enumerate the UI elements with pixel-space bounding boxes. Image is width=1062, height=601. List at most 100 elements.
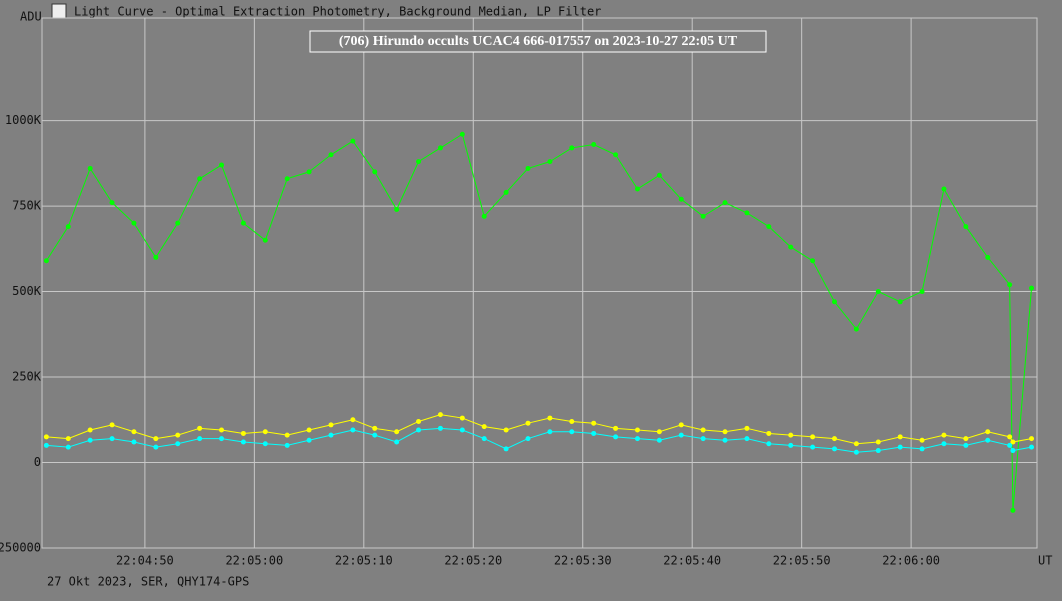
data-point: [481, 424, 487, 430]
data-point: [131, 439, 137, 445]
data-point: [700, 436, 706, 442]
data-point: [350, 417, 356, 423]
data-point: [897, 299, 903, 305]
annotation-box: [309, 30, 767, 53]
data-point: [262, 237, 268, 243]
data-point: [284, 432, 290, 438]
data-point: [109, 436, 115, 442]
x-tick-label: 22:05:20: [444, 554, 502, 568]
data-point: [678, 422, 684, 428]
data-point: [219, 162, 225, 168]
data-point: [831, 446, 837, 452]
data-point: [153, 444, 159, 450]
data-point: [919, 437, 925, 443]
data-point: [1007, 442, 1013, 448]
data-point: [372, 425, 378, 431]
x-tick-label: 22:05:30: [554, 554, 612, 568]
data-point: [613, 425, 619, 431]
data-point: [328, 422, 334, 428]
data-point: [153, 436, 159, 442]
y-tick-label: 1000K: [5, 113, 42, 127]
y-tick-label: 250K: [12, 370, 42, 384]
annotation: (706) Hirundo occults UCAC4 666-017557 o…: [339, 34, 738, 49]
data-point: [262, 441, 268, 447]
x-tick-label: 22:05:50: [773, 554, 831, 568]
data-point: [175, 432, 181, 438]
data-point: [1029, 444, 1035, 450]
data-point: [525, 420, 531, 426]
data-point: [306, 437, 312, 443]
data-point: [853, 441, 859, 447]
data-point: [350, 427, 356, 433]
data-point: [897, 444, 903, 450]
y-axis-label: ADU: [20, 10, 42, 24]
data-point: [744, 425, 750, 431]
data-point: [919, 446, 925, 452]
data-point: [613, 152, 619, 158]
data-point: [481, 436, 487, 442]
data-point: [372, 432, 378, 438]
data-point: [810, 444, 816, 450]
data-point: [437, 412, 443, 418]
data-point: [87, 437, 93, 443]
data-point: [875, 289, 881, 295]
window-icon: [51, 3, 67, 19]
data-point: [569, 429, 575, 435]
chart-title: Light Curve - Optimal Extraction Photome…: [74, 5, 601, 19]
data-point: [744, 436, 750, 442]
data-point: [43, 258, 49, 264]
data-point: [525, 436, 531, 442]
data-point: [569, 145, 575, 151]
data-point: [262, 429, 268, 435]
data-point: [810, 258, 816, 264]
data-point: [1007, 282, 1013, 288]
data-point: [328, 152, 334, 158]
data-point: [240, 439, 246, 445]
data-point: [394, 429, 400, 435]
data-point: [1010, 448, 1016, 454]
data-point: [459, 131, 465, 137]
data-point: [416, 159, 422, 165]
data-point: [503, 189, 509, 195]
data-point: [788, 244, 794, 250]
y-tick-label: -250000: [0, 541, 41, 555]
data-point: [416, 418, 422, 424]
data-point: [656, 172, 662, 178]
data-point: [569, 418, 575, 424]
data-point: [328, 432, 334, 438]
data-point: [875, 439, 881, 445]
data-point: [175, 441, 181, 447]
data-point: [656, 429, 662, 435]
data-point: [197, 176, 203, 182]
data-point: [810, 434, 816, 440]
data-point: [197, 436, 203, 442]
data-point: [65, 436, 71, 442]
x-tick-label: 22:05:40: [663, 554, 721, 568]
data-point: [65, 444, 71, 450]
data-point: [437, 145, 443, 151]
data-point: [131, 220, 137, 226]
data-point: [1007, 434, 1013, 440]
data-point: [219, 436, 225, 442]
data-point: [897, 434, 903, 440]
data-point: [459, 415, 465, 421]
data-point: [613, 434, 619, 440]
data-point: [634, 186, 640, 192]
data-point: [503, 446, 509, 452]
data-point: [766, 224, 772, 230]
data-point: [700, 427, 706, 433]
data-point: [985, 429, 991, 435]
data-point: [766, 441, 772, 447]
data-point: [591, 142, 597, 148]
data-point: [175, 220, 181, 226]
data-point: [394, 206, 400, 212]
data-point: [350, 138, 356, 144]
data-point: [831, 299, 837, 305]
data-point: [525, 165, 531, 171]
data-point: [547, 159, 553, 165]
data-point: [65, 224, 71, 230]
data-point: [219, 427, 225, 433]
data-point: [284, 442, 290, 448]
data-point: [634, 436, 640, 442]
